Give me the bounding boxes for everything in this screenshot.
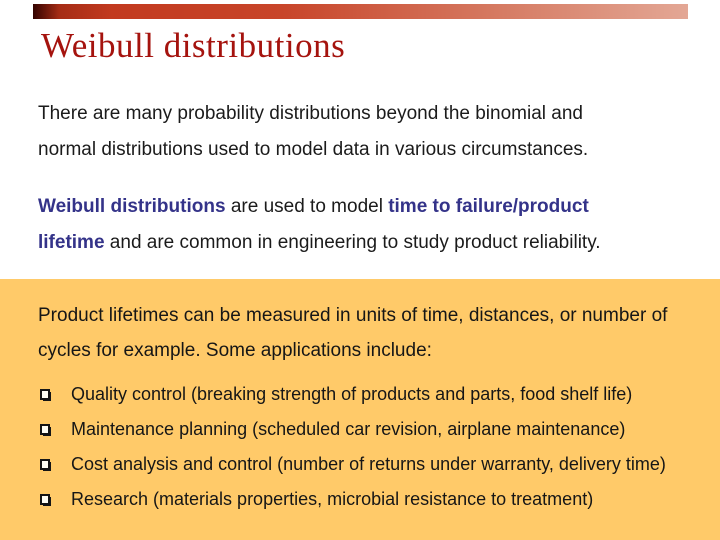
weibull-paragraph: Weibull distributions are used to model … xyxy=(38,189,601,261)
list-item-research: Research (materials properties, microbia… xyxy=(40,482,666,517)
weibull-paragraph-text: are used to model xyxy=(225,196,389,217)
list-item-cost-analysis: Cost analysis and control (number of ret… xyxy=(40,447,666,482)
square-bullet-icon xyxy=(40,494,50,505)
list-item-label: Cost analysis and control (number of ret… xyxy=(71,454,666,474)
list-item-quality-control: Quality control (breaking strength of pr… xyxy=(40,377,666,412)
lifetime-highlight: lifetime xyxy=(38,232,105,253)
square-bullet-icon xyxy=(40,389,50,400)
square-bullet-icon xyxy=(40,459,50,470)
list-item-label: Maintenance planning (scheduled car revi… xyxy=(71,419,626,439)
list-item-label: Quality control (breaking strength of pr… xyxy=(71,384,633,404)
intro-paragraph: There are many probability distributions… xyxy=(38,96,588,168)
top-accent-bar xyxy=(33,4,688,19)
square-bullet-icon xyxy=(40,424,50,435)
intro-paragraph-line-1: There are many probability distributions… xyxy=(38,103,583,124)
list-item-label: Research (materials properties, microbia… xyxy=(71,489,594,509)
intro-paragraph-line-2: normal distributions used to model data … xyxy=(38,139,589,160)
weibull-paragraph-line-1: Weibull distributions are used to model … xyxy=(38,189,601,225)
weibull-paragraph-text-2: and are common in engineering to study p… xyxy=(104,232,601,253)
panel-intro-line-2: cycles for example. Some applications in… xyxy=(38,340,432,361)
panel-intro-line-1: Product lifetimes can be measured in uni… xyxy=(38,305,668,326)
panel-intro-paragraph: Product lifetimes can be measured in uni… xyxy=(38,298,667,368)
time-to-failure-highlight: time to failure/product xyxy=(388,196,589,217)
weibull-term-highlight: Weibull distributions xyxy=(38,196,226,217)
yellow-highlight-panel: Product lifetimes can be measured in uni… xyxy=(0,279,720,540)
weibull-paragraph-line-2: lifetime and are common in engineering t… xyxy=(38,225,601,261)
applications-list: Quality control (breaking strength of pr… xyxy=(40,377,666,517)
slide-title: Weibull distributions xyxy=(41,26,346,65)
list-item-maintenance-planning: Maintenance planning (scheduled car revi… xyxy=(40,412,666,447)
